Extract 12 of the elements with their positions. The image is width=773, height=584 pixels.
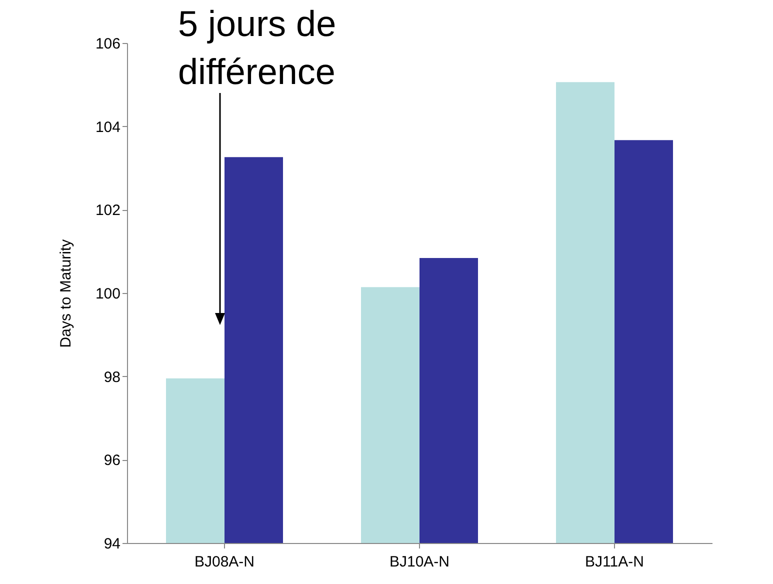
y-axis-title: Days to Maturity <box>57 238 74 348</box>
y-tick-label: 104 <box>95 118 120 136</box>
x-tick-label: BJ11A-N <box>585 554 644 570</box>
y-tick-label: 100 <box>95 286 120 302</box>
x-tick-label: BJ08A-N <box>194 554 255 570</box>
y-tick-label: 106 <box>95 36 120 52</box>
annotation: 5 jours de différence <box>178 3 336 92</box>
y-tick-label: 94 <box>104 536 120 552</box>
x-tick-label: BJ10A-N <box>389 554 450 570</box>
y-tick-label: 98 <box>104 368 120 386</box>
y-tick-label: 96 <box>104 452 120 470</box>
y-tick-label: 102 <box>95 202 120 220</box>
